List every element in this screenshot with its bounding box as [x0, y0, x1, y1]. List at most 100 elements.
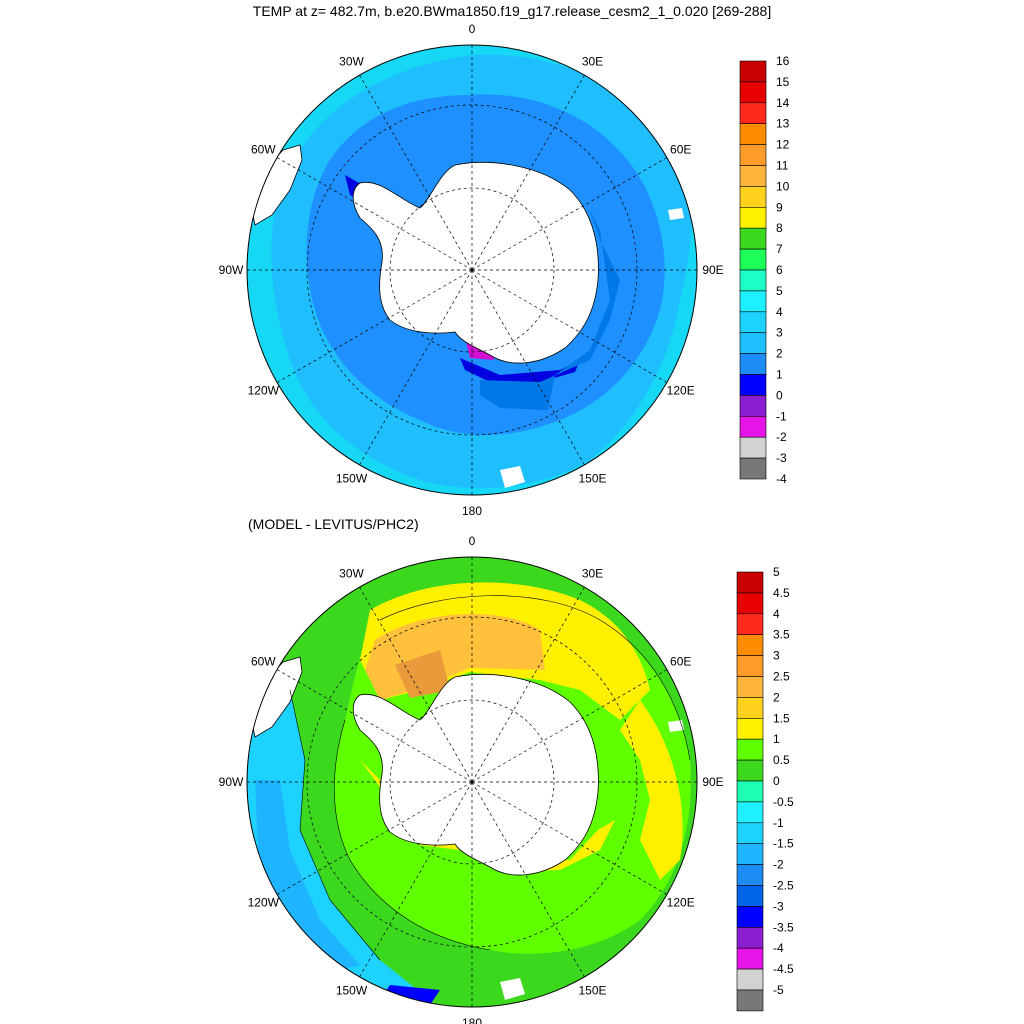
top-colorbar-label: 16 [776, 54, 790, 68]
bottom-colorbar-swatch [736, 822, 764, 844]
top-colorbar-label: 8 [776, 221, 783, 235]
top-colorbar-label: -3 [776, 451, 787, 465]
bottom-longitude-labels: 0 30E 60E 90E 120E 150E 180 150W 120W 90W 60W 30W [219, 534, 724, 1024]
bottom-lon-label: 120E [667, 896, 695, 910]
bottom-kerguelen-land [668, 720, 684, 732]
bottom-colorbar-label: 2.5 [773, 670, 790, 684]
top-lon-label: 60E [670, 143, 691, 157]
top-colorbar-swatch [739, 269, 767, 292]
top-colorbar-swatch [739, 457, 767, 480]
bottom-colorbar-label: -1.5 [773, 837, 794, 851]
top-kerguelen-land [668, 208, 684, 220]
bottom-lon-label: 180 [462, 1016, 482, 1024]
bottom-colorbar-label: -1 [773, 816, 784, 830]
bottom-lon-label: 120W [248, 896, 280, 910]
bottom-colorbar-label: 4 [773, 607, 780, 621]
bottom-lon-label: 30W [339, 566, 364, 580]
figure-title: TEMP at z= 482.7m, b.e20.BWma1850.f19_g1… [252, 3, 772, 19]
bottom-colorbar-label: -0.5 [773, 795, 794, 809]
top-colorbar-swatch [739, 144, 767, 166]
bottom-colorbar-label: -5 [773, 983, 784, 997]
bottom-colorbar-swatch [736, 676, 764, 698]
bottom-colorbar-label: -2.5 [773, 879, 794, 893]
top-colorbar-swatch [739, 227, 767, 250]
top-colorbar-label: 9 [776, 200, 783, 214]
top-lon-label: 180 [462, 504, 482, 518]
bottom-colorbar-label: -4.5 [773, 962, 794, 976]
bottom-colorbar-swatch [736, 759, 764, 782]
bottom-colorbar: 5 4.5 4 3.5 3 2.5 2 1.5 1 0.5 0 -0.5 -1 -1.5 -2 -2.5 -3 -… [736, 565, 794, 1012]
top-lon-label: 30W [339, 54, 364, 68]
bottom-graticule [247, 557, 697, 1007]
bottom-colorbar-label: -2 [773, 858, 784, 872]
bottom-colorbar-swatch [736, 613, 764, 635]
top-lon-label: 150W [336, 472, 368, 486]
top-colorbar-label: 4 [776, 305, 783, 319]
top-lon-label: 120E [667, 384, 695, 398]
top-colorbar-swatch [739, 60, 767, 83]
top-colorbar-label: 2 [776, 347, 783, 361]
bottom-colorbar-swatch [736, 906, 764, 928]
top-colorbar-label: 5 [776, 284, 783, 298]
bottom-lon-label: 90W [219, 775, 244, 789]
bottom-colorbar-label: -3 [773, 899, 784, 913]
top-colorbar-swatch [739, 123, 767, 145]
top-colorbar-swatch [739, 374, 767, 396]
bottom-contour-lines [289, 595, 691, 961]
bottom-lon-label: 60E [670, 655, 691, 669]
bottom-lon-label: 150W [336, 984, 368, 998]
top-colorbar-swatch [739, 81, 767, 104]
bottom-colorbar-swatch [736, 801, 764, 824]
bottom-lon-label: 60W [251, 655, 276, 669]
top-colorbar-swatch [739, 332, 767, 354]
bottom-colorbar-swatch [736, 738, 764, 761]
top-lon-label: 60W [251, 143, 276, 157]
bottom-colorbar-label: -4 [773, 941, 784, 955]
top-lon-label: 30E [582, 54, 603, 68]
bottom-colorbar-label: 1 [773, 732, 780, 746]
bottom-colorbar-label: 0 [773, 774, 780, 788]
bottom-colorbar-swatch [736, 864, 764, 886]
bottom-map-border [246, 556, 698, 1008]
top-graticule [247, 45, 697, 495]
bottom-colorbar-label: 3 [773, 649, 780, 663]
top-new-zealand-land [500, 466, 525, 488]
bottom-polar-map: 0 30E 60E 90E 120E 150E 180 150W 120W 90W 60W 30W 5… [219, 534, 794, 1024]
top-colorbar-label: 11 [776, 159, 789, 173]
bottom-colorbar-swatch [736, 634, 764, 656]
bottom-dark-orange-patch [395, 650, 450, 698]
bottom-colorbar-swatch [736, 989, 764, 1012]
top-longitude-labels: 0 30E 60E 90E 120E 150E 180 150W 120W 90W 60W 30W [219, 22, 724, 518]
bottom-colorbar-label: 5 [773, 565, 780, 579]
top-colorbar-label: 1 [776, 368, 783, 382]
top-colorbar-label: 3 [776, 326, 783, 340]
bottom-colorbar-label: 1.5 [773, 711, 790, 725]
top-colorbar-swatch [739, 186, 767, 208]
bottom-lon-label: 90E [702, 775, 723, 789]
top-colorbar-swatch [739, 395, 767, 417]
bottom-lon-label: 30E [582, 566, 603, 580]
bottom-colorbar-label: 4.5 [773, 586, 790, 600]
top-colorbar-label: 6 [776, 263, 783, 277]
top-lon-label: 0 [469, 22, 476, 36]
bottom-colorbar-swatch [736, 571, 764, 594]
top-colorbar-swatch [739, 353, 767, 375]
top-colorbar-label: 15 [776, 75, 790, 89]
top-colorbar-label: 7 [776, 242, 783, 256]
bottom-colorbar-swatch [736, 926, 764, 949]
top-lon-label: 90E [702, 263, 723, 277]
top-colorbar-label: -1 [776, 409, 787, 423]
top-colorbar-label: 10 [776, 179, 790, 193]
top-colorbar-swatch [739, 207, 767, 229]
bottom-colorbar-swatch [736, 885, 764, 907]
top-colorbar-swatch [739, 436, 767, 459]
bottom-colorbar-label: 3.5 [773, 628, 790, 642]
top-colorbar-swatch [739, 311, 767, 333]
bottom-yellow-east-region [620, 700, 683, 880]
top-map-border [246, 44, 698, 496]
bottom-colorbar-swatch [736, 947, 764, 970]
top-colorbar-label: 12 [776, 138, 790, 152]
